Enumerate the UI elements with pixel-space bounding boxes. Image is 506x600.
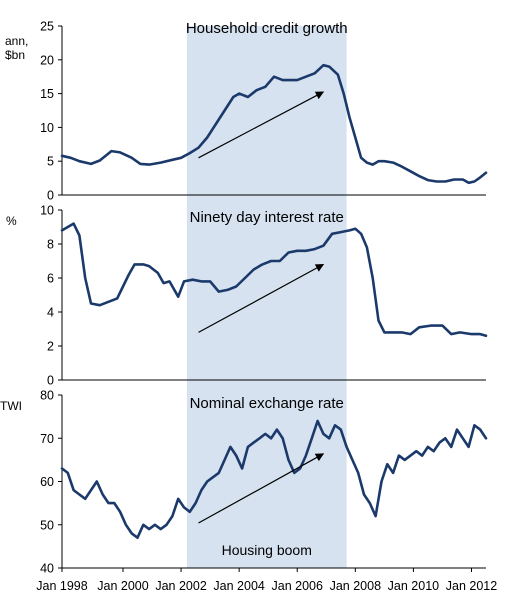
trend-arrow	[198, 91, 325, 159]
y-tick-label: 2	[47, 340, 54, 354]
y-unit-label: ann, $bn	[5, 34, 28, 62]
housing-boom-label: Housing boom	[222, 542, 312, 558]
y-tick-label: 25	[40, 20, 54, 34]
series-line	[60, 222, 488, 338]
housing-boom-shaded-region	[186, 26, 347, 568]
panel-3: 40 50 60 70 80 Nominal exchange rate TWI Housin…	[0, 389, 488, 576]
y-unit-label: %	[6, 214, 17, 228]
panel-title: Nominal exchange rate	[190, 395, 344, 412]
series-line	[60, 63, 488, 185]
trend-arrow	[198, 263, 325, 333]
y-tick-label: 50	[40, 518, 54, 532]
y-tick-label: 20	[40, 53, 54, 67]
panel-2: 0 2 4 6 8 10 Ninety day interest rate%	[6, 204, 488, 388]
x-tick-label: Jan 1998	[36, 579, 87, 593]
y-tick-label: 6	[47, 272, 54, 286]
x-tick-label: Jan 2010	[388, 579, 439, 593]
y-tick-label: 10	[40, 121, 54, 135]
x-tick-label: Jan 2008	[330, 579, 381, 593]
y-tick-label: 40	[40, 562, 54, 576]
x-tick-label: Jan 2000	[97, 579, 148, 593]
panel-1: 0 5 10 15 20 25 Household credit growth ann, $bn	[5, 20, 488, 203]
x-tick-label: Jan 2006	[272, 579, 323, 593]
panel-title: Ninety day interest rate	[190, 209, 344, 226]
x-tick-label: Jan 2004	[213, 579, 264, 593]
y-tick-label: 4	[47, 306, 54, 320]
y-tick-label: 80	[40, 389, 54, 403]
y-tick-label: 8	[47, 238, 54, 252]
y-tick-label: 0	[47, 189, 54, 203]
y-tick-label: 70	[40, 432, 54, 446]
x-tick-label: Jan 2002	[155, 579, 206, 593]
y-tick-label: 60	[40, 475, 54, 489]
y-tick-label: 10	[40, 204, 54, 218]
trend-arrow	[198, 453, 325, 524]
y-tick-label: 0	[47, 374, 54, 388]
y-unit-label: TWI	[0, 399, 22, 413]
y-tick-label: 5	[47, 155, 54, 169]
series-line	[60, 419, 488, 540]
x-tick-label: Jan 2012	[446, 579, 497, 593]
y-tick-label: 15	[40, 87, 54, 101]
panel-title: Household credit growth	[186, 20, 348, 37]
